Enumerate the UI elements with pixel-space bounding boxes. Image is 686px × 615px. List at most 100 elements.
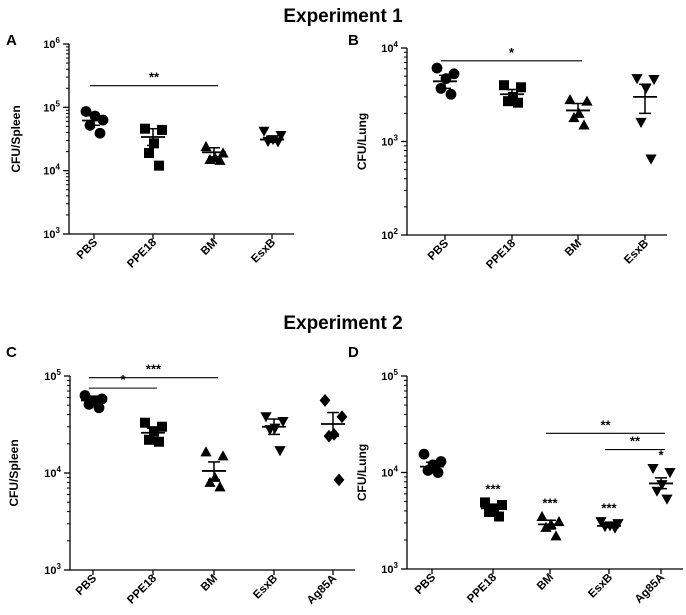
group-pbs — [431, 62, 460, 100]
y-tick-label: 104 — [44, 465, 61, 480]
data-point — [635, 117, 647, 129]
group-ag85a — [319, 394, 348, 487]
data-point — [564, 94, 576, 105]
x-tick-label: PBS — [426, 237, 451, 262]
panel-letter-b: B — [348, 32, 359, 49]
y-tick-label: 103 — [44, 562, 61, 577]
panel-a: CFU/Spleen 103 104 105 106 PBS PPE18 BM EsxB ** — [9, 36, 294, 270]
x-tick-label: PPE18 — [465, 571, 499, 605]
data-point — [214, 481, 226, 492]
data-point — [499, 80, 509, 91]
x-tick-label: PBS — [413, 571, 438, 596]
y-axis-label: CFU/Lung — [355, 444, 369, 501]
data-point — [497, 500, 507, 511]
data-point — [144, 148, 154, 159]
panel-letter-d: D — [348, 344, 359, 361]
data-point — [581, 95, 593, 106]
y-tick-label: 104 — [381, 40, 398, 55]
group-annotation: *** — [601, 501, 617, 516]
data-point — [79, 390, 91, 401]
x-tick-label: PPE18 — [484, 237, 518, 271]
significance-label: ** — [600, 417, 611, 432]
x-tick-label: PPE18 — [125, 572, 159, 606]
group-ppe18 — [499, 80, 526, 108]
x-tick-label: BM — [199, 573, 220, 594]
experiment-2-title: Experiment 2 — [283, 313, 402, 334]
significance-label: ** — [630, 434, 641, 449]
x-tick-label: EsxB — [622, 238, 651, 267]
data-point — [578, 119, 590, 130]
y-tick-label: 105 — [381, 368, 398, 383]
data-point — [260, 412, 272, 423]
data-point — [140, 417, 150, 428]
data-point — [274, 446, 286, 457]
y-axis-label: CFU/Spleen — [9, 105, 23, 172]
data-point — [573, 107, 585, 118]
x-tick-label: PPE18 — [125, 236, 159, 270]
group-ppe18 — [480, 497, 507, 522]
data-point — [80, 106, 92, 117]
data-point — [94, 127, 106, 139]
data-point — [200, 140, 212, 152]
experiment-1-title: Experiment 1 — [283, 6, 403, 27]
group-esxb — [258, 126, 287, 148]
x-tick-label: Ag85A — [633, 572, 667, 606]
data-point — [140, 123, 150, 134]
data-point — [661, 494, 673, 505]
group-annotation: *** — [485, 481, 501, 496]
group-esxb — [631, 74, 660, 165]
data-point — [264, 425, 276, 436]
y-tick-label: 102 — [381, 227, 398, 242]
data-point — [640, 83, 652, 94]
group-annotation: *** — [542, 495, 558, 510]
group-bm — [536, 510, 565, 541]
data-point — [645, 154, 657, 165]
data-point — [536, 510, 548, 521]
data-point — [631, 74, 643, 85]
data-point — [494, 511, 504, 522]
group-annotation: * — [658, 448, 664, 463]
data-point — [513, 97, 523, 108]
data-point — [149, 138, 159, 149]
significance-label: *** — [146, 362, 162, 377]
y-tick-label: 104 — [381, 465, 398, 480]
data-point — [516, 82, 526, 93]
data-point — [647, 464, 659, 475]
data-point — [333, 473, 345, 487]
data-point — [277, 416, 289, 428]
data-point — [149, 426, 159, 437]
y-tick-label: 103 — [43, 226, 60, 241]
significance-label: ** — [149, 70, 160, 85]
y-tick-label: 105 — [43, 99, 60, 114]
x-tick-label: BM — [535, 572, 556, 593]
panel-letter-a: A — [6, 32, 17, 49]
group-pbs — [80, 106, 109, 139]
y-tick-label: 106 — [43, 36, 60, 51]
x-tick-label: BM — [563, 238, 584, 259]
data-point — [154, 436, 164, 447]
x-tick-label: PBS — [75, 236, 100, 261]
data-point — [214, 154, 226, 165]
data-point — [503, 96, 513, 107]
data-point — [418, 448, 430, 460]
data-point — [144, 434, 154, 445]
y-axis-label: CFU/Lung — [355, 113, 369, 170]
panel-b: CFU/Lung 102 103 104 PBS PPE18 BM EsxB * — [355, 40, 667, 271]
data-point — [319, 394, 331, 407]
data-point — [336, 410, 348, 424]
panel-letter-c: C — [6, 344, 17, 361]
data-point — [432, 467, 444, 478]
data-point — [204, 476, 216, 487]
group-ppe18 — [140, 417, 167, 447]
data-point — [480, 497, 490, 508]
x-tick-label: EsxB — [249, 237, 278, 266]
y-tick-label: 103 — [381, 561, 398, 576]
group-ppe18 — [140, 123, 167, 171]
data-point — [448, 68, 460, 80]
group-ag85a — [647, 464, 676, 505]
x-tick-label: EsxB — [251, 573, 280, 602]
x-tick-label: PBS — [74, 572, 99, 597]
data-point — [275, 130, 287, 142]
